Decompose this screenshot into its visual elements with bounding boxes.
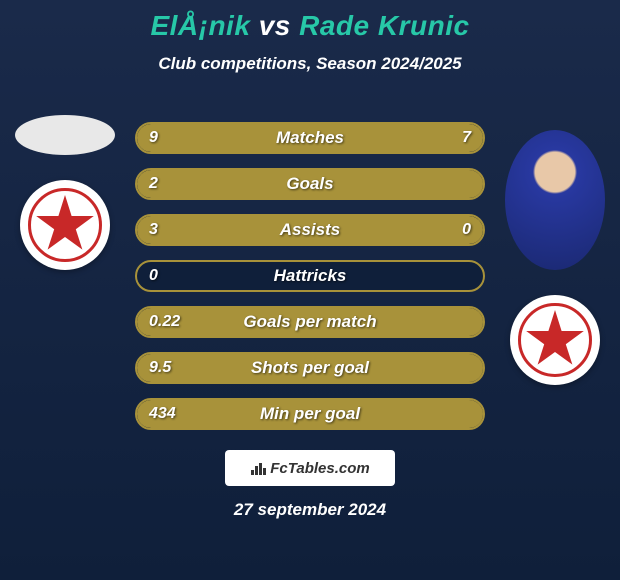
stat-label: Goals xyxy=(137,170,483,198)
date-label: 27 september 2024 xyxy=(0,500,620,520)
player-right-photo xyxy=(505,130,605,270)
stat-label: Matches xyxy=(137,124,483,152)
title-team2: Rade Krunic xyxy=(299,10,469,41)
stat-row: 0.22Goals per match xyxy=(135,306,485,338)
player-left-column xyxy=(10,115,120,270)
title-team1: ElÅ¡nik xyxy=(150,10,250,41)
chart-icon xyxy=(250,460,266,476)
stat-row: 9Matches7 xyxy=(135,122,485,154)
watermark-text: FcTables.com xyxy=(270,460,369,477)
stat-row: 9.5Shots per goal xyxy=(135,352,485,384)
comparison-title: ElÅ¡nik vs Rade Krunic xyxy=(0,0,620,42)
stat-row: 2Goals xyxy=(135,168,485,200)
stat-row: 434Min per goal xyxy=(135,398,485,430)
stat-label: Shots per goal xyxy=(137,354,483,382)
comparison-bars: 9Matches72Goals3Assists00Hattricks0.22Go… xyxy=(135,122,485,444)
stat-label: Hattricks xyxy=(137,262,483,290)
club-badge-left xyxy=(20,180,110,270)
club-badge-right xyxy=(510,295,600,385)
stat-row: 0Hattricks xyxy=(135,260,485,292)
stat-label: Assists xyxy=(137,216,483,244)
stat-value-right: 7 xyxy=(462,124,471,152)
stat-row: 3Assists0 xyxy=(135,214,485,246)
watermark: FcTables.com xyxy=(225,450,395,486)
player-left-photo xyxy=(15,115,115,155)
player-right-column xyxy=(500,130,610,385)
title-vs: vs xyxy=(259,10,291,41)
stat-label: Min per goal xyxy=(137,400,483,428)
stat-label: Goals per match xyxy=(137,308,483,336)
stat-value-right: 0 xyxy=(462,216,471,244)
subtitle: Club competitions, Season 2024/2025 xyxy=(0,54,620,74)
